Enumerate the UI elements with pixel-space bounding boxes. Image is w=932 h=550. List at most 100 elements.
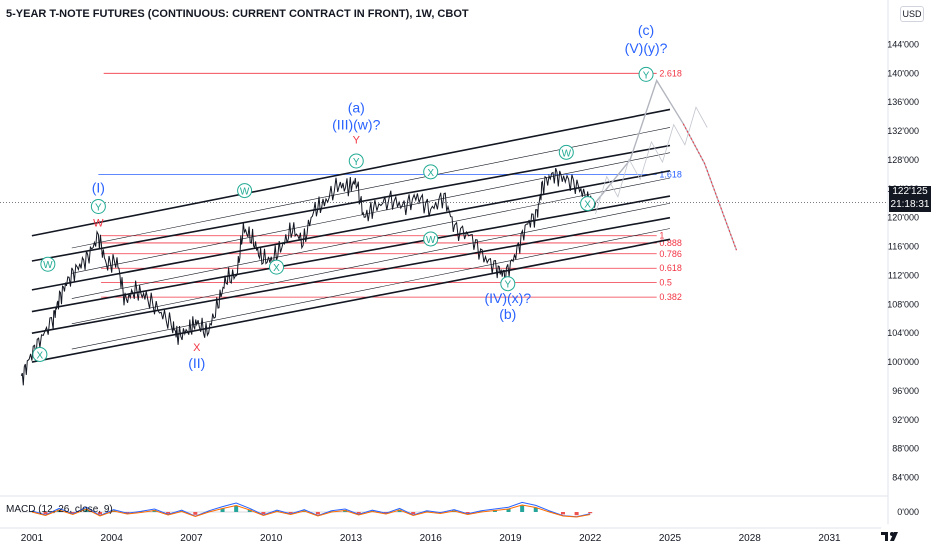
axes: 144'000140'000136'000132'000128'000124'0… xyxy=(0,0,919,544)
price-tick-label: 84'000 xyxy=(892,473,919,483)
wave-label-circle xyxy=(40,256,56,272)
price-tick-label: 92'000 xyxy=(892,415,919,425)
fib-level-label: 1.618 xyxy=(659,169,682,179)
macd-histogram-bar xyxy=(234,506,239,512)
fib-level-label: 1 xyxy=(659,231,664,241)
wave-label-circle xyxy=(90,198,106,214)
projection-target-line xyxy=(682,123,737,251)
time-tick-label: 2028 xyxy=(739,533,762,544)
wave-label: (II) xyxy=(188,355,205,371)
fib-level-label: 0.5 xyxy=(659,278,672,288)
channel-line xyxy=(31,108,671,237)
time-tick-label: 2022 xyxy=(579,533,602,544)
price-tick-label: 104'000 xyxy=(887,328,919,338)
wave-label: W xyxy=(562,148,572,159)
wave-label-circle xyxy=(638,66,654,82)
wave-label: W xyxy=(43,260,53,271)
wave-label: (I) xyxy=(92,179,105,195)
wave-label: W xyxy=(240,187,250,198)
time-tick-label: 2010 xyxy=(260,533,283,544)
wave-label: Y xyxy=(504,280,511,291)
wave-label: X xyxy=(584,200,591,211)
wave-label-circle xyxy=(423,231,439,247)
macd-histogram-bar xyxy=(520,505,525,512)
price-tick-label: 140'000 xyxy=(887,68,919,78)
time-tick-label: 2019 xyxy=(499,533,522,544)
wave-label: X xyxy=(193,342,201,354)
projection-line xyxy=(594,78,738,251)
tradingview-logo-icon[interactable] xyxy=(878,524,902,548)
wave-label-circle xyxy=(32,346,48,362)
macd-histogram-bar xyxy=(97,512,102,515)
price-tick-label: 132'000 xyxy=(887,126,919,136)
wave-label-circle xyxy=(558,144,574,160)
price-tick-label: 108'000 xyxy=(887,299,919,309)
time-tick-label: 2001 xyxy=(21,533,44,544)
fib-level-label: 2.618 xyxy=(659,68,682,78)
price-line xyxy=(20,167,596,386)
wave-label-circle xyxy=(423,164,439,180)
time-tick-label: 2004 xyxy=(101,533,124,544)
wave-label: W xyxy=(93,217,104,229)
channel-inner-line xyxy=(71,152,671,274)
channel-line xyxy=(31,238,671,363)
fib-level-label: 0.786 xyxy=(659,249,682,259)
time-tick-label: 2007 xyxy=(180,533,203,544)
wave-label: Y xyxy=(643,70,650,81)
macd-histogram-bar xyxy=(193,512,198,515)
channel-inner-line xyxy=(71,177,671,299)
wave-label: X xyxy=(427,168,434,179)
price-tick-label: 112'000 xyxy=(888,270,919,280)
price-tick-label: 0'000 xyxy=(897,507,919,517)
time-tick-label: 2025 xyxy=(659,533,682,544)
price-tick-label: 100'000 xyxy=(887,357,919,367)
price-tick-label: 128'000 xyxy=(887,155,919,165)
wave-label: (c) xyxy=(638,22,654,38)
price-tick-label: 88'000 xyxy=(892,444,919,454)
price-tick-label: 144'000 xyxy=(887,39,919,49)
wave-label: X xyxy=(273,263,280,274)
macd-histogram-bar xyxy=(397,509,402,512)
fib-level-label: 0.618 xyxy=(659,263,682,273)
macd-histogram-bar xyxy=(288,512,293,514)
price-tick-label: 96'000 xyxy=(892,386,919,396)
channel-line xyxy=(31,195,671,313)
time-tick-label: 2016 xyxy=(420,533,443,544)
macd-histogram-bar xyxy=(166,512,171,514)
wave-label-circle xyxy=(348,153,364,169)
macd-histogram-bar xyxy=(411,512,416,514)
projection-path xyxy=(594,78,738,251)
macd-histogram-bar xyxy=(315,512,320,515)
currency-button[interactable]: USD xyxy=(900,6,924,22)
macd-histogram-bar xyxy=(560,512,565,515)
macd-histogram-bar xyxy=(125,512,130,513)
wave-label: (III)(w)? xyxy=(332,117,380,133)
channel-line xyxy=(31,169,671,291)
wave-label-circle xyxy=(269,259,285,275)
macd-histogram-bar xyxy=(57,509,62,512)
projection-zigzag xyxy=(595,106,708,215)
macd-histogram-bar xyxy=(70,512,75,514)
wave-label-circle xyxy=(500,276,516,292)
macd-histogram-bar xyxy=(383,512,388,513)
macd-histogram-bar xyxy=(506,508,511,512)
wave-label-circle xyxy=(580,196,596,212)
chart-title: 5-YEAR T-NOTE FUTURES (CONTINUOUS: CURRE… xyxy=(6,8,469,20)
price-tick-label: 136'000 xyxy=(887,97,919,107)
fib-level-label: 0.888 xyxy=(659,238,682,248)
wave-label: (b) xyxy=(499,306,516,322)
macd-histogram-bar xyxy=(29,511,34,512)
wave-label: Y xyxy=(353,134,361,146)
macd-pane xyxy=(20,501,593,518)
macd-histogram-bar xyxy=(588,512,593,514)
wave-labels: (I)YWWXX(II)WX(a)(III)(w)?YYXWWXY(IV)(x)… xyxy=(32,22,668,371)
indicator-label: MACD (12, 26, close, 9) xyxy=(6,504,113,515)
time-tick-label: 2013 xyxy=(340,533,363,544)
current-price-label: 122'125 xyxy=(889,186,931,198)
wave-label: Y xyxy=(353,157,360,168)
macd-line xyxy=(31,501,591,518)
macd-histogram-bar xyxy=(533,507,538,512)
channel-line xyxy=(31,216,671,334)
